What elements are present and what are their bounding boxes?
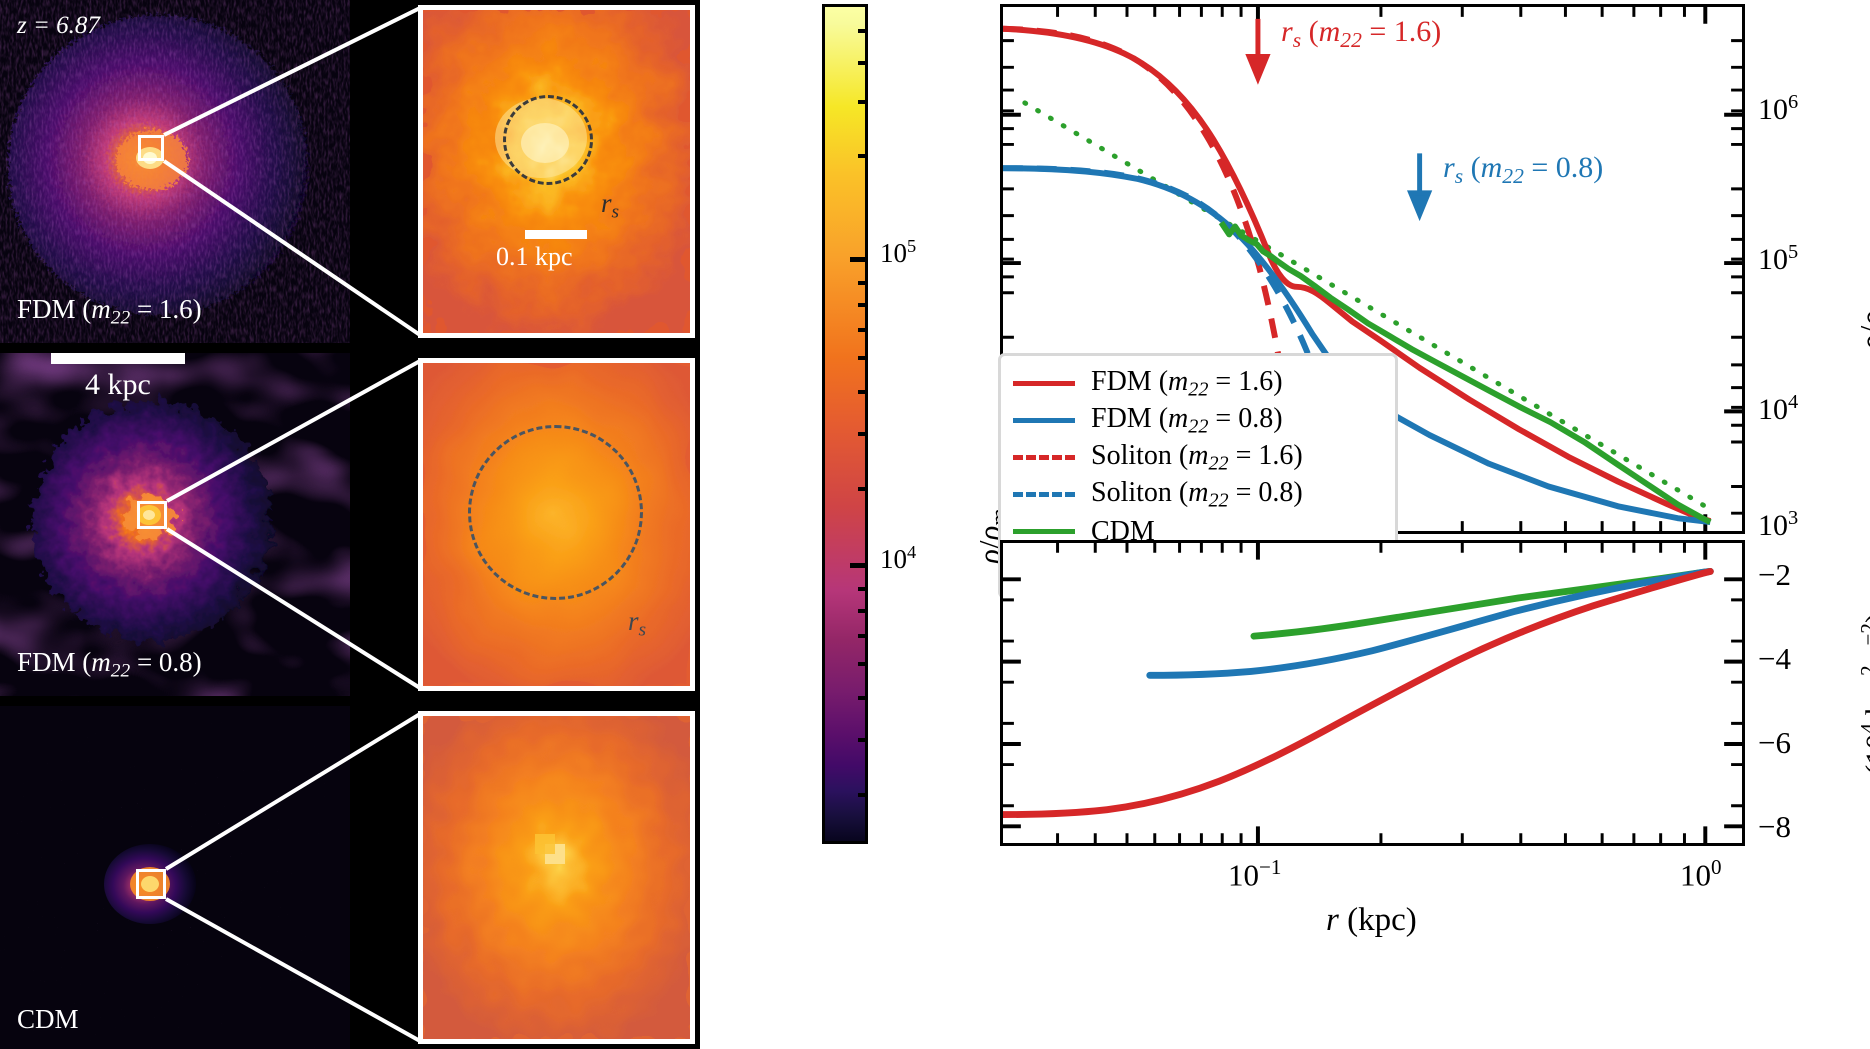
panel-fdm-08: FDM (m22 = 0.8) 4 kpc bbox=[0, 353, 700, 696]
legend-swatch-fdm-16 bbox=[1013, 381, 1075, 386]
colorbar-minor-tick bbox=[858, 281, 868, 285]
density-ytick-1e4: 104 bbox=[1758, 391, 1799, 426]
potential-ytick-m4: −4 bbox=[1758, 641, 1791, 676]
colorbar-minor-tick bbox=[858, 29, 868, 33]
colorbar-minor-tick bbox=[858, 328, 868, 332]
legend-item-fdm-16: FDM (m22 = 1.6) bbox=[1013, 365, 1381, 402]
legend-item-soliton-08: Soliton (m22 = 0.8) bbox=[1013, 476, 1381, 513]
colorbar-minor-tick bbox=[858, 154, 868, 158]
colorbar-minor-tick bbox=[858, 303, 868, 307]
potential-ytick-m6: −6 bbox=[1758, 725, 1791, 760]
series-phi-fdm-16 bbox=[1003, 568, 1714, 818]
legend-swatch-soliton-08 bbox=[1013, 492, 1075, 497]
rs-annotation-blue: rs (m22 = 0.8) bbox=[1443, 151, 1604, 189]
density-y-axis-title: ρ/ρm bbox=[1853, 292, 1870, 350]
map-cdm: CDM bbox=[0, 706, 350, 1049]
scalebar-main bbox=[51, 353, 185, 364]
y-major-ticks bbox=[1003, 112, 1742, 414]
panel-label-cdm: CDM bbox=[17, 1004, 79, 1035]
legend-label-soliton-16: Soliton (m22 = 1.6) bbox=[1091, 439, 1303, 475]
panel-label-fdm-16: FDM (m22 = 1.6) bbox=[17, 294, 202, 329]
zoom-selection-box bbox=[138, 135, 164, 161]
panel-cdm: CDM bbox=[0, 706, 700, 1049]
series-r-inverse bbox=[1022, 100, 1713, 512]
scalebar-zoom-label: 0.1 kpc bbox=[496, 242, 573, 271]
colorbar-tick-label-1e4: 104 bbox=[880, 542, 917, 574]
density-ytick-1e5: 105 bbox=[1758, 241, 1799, 276]
zoom-panel-fdm-16: rs 0.1 kpc bbox=[418, 5, 695, 338]
scalebar-zoom bbox=[525, 230, 587, 239]
potential-ytick-m2: −2 bbox=[1758, 557, 1791, 592]
zoom-selection-box bbox=[136, 869, 166, 899]
colorbar-major-tick bbox=[850, 563, 868, 568]
y-major-ticks bbox=[1003, 577, 1742, 829]
legend-label-fdm-08: FDM (m22 = 0.8) bbox=[1091, 402, 1283, 438]
legend-label-fdm-16: FDM (m22 = 1.6) bbox=[1091, 365, 1283, 401]
colorbar-minor-tick bbox=[858, 738, 868, 742]
colorbar-minor-tick bbox=[858, 662, 868, 666]
image-column: z = 6.87 FDM (m22 = 1.6) bbox=[0, 0, 700, 1049]
panel-label-text: FDM (m22 = 0.8) bbox=[17, 646, 202, 681]
legend-swatch-cdm bbox=[1013, 529, 1075, 534]
rs-label-zoom-fdm-16: rs bbox=[601, 188, 620, 223]
legend-item-fdm-08: FDM (m22 = 0.8) bbox=[1013, 402, 1381, 439]
potential-ytick-m8: −8 bbox=[1758, 809, 1791, 844]
colorbar-gradient bbox=[822, 4, 868, 844]
legend-item-soliton-16: Soliton (m22 = 1.6) bbox=[1013, 439, 1381, 476]
colorbar-major-tick bbox=[850, 257, 868, 262]
x-axis-title: r (kpc) bbox=[1326, 902, 1417, 938]
colorbar-minor-tick bbox=[858, 696, 868, 700]
zoom-panel-cdm bbox=[418, 711, 695, 1044]
zoom-selection-box bbox=[137, 501, 167, 529]
soliton-radius-circle bbox=[468, 425, 643, 600]
density-ytick-1e3: 103 bbox=[1758, 507, 1799, 542]
soliton-radius-circle bbox=[503, 95, 593, 185]
potential-plot-canvas bbox=[1003, 543, 1742, 843]
colorbar-minor-tick bbox=[858, 793, 868, 797]
colorbar-minor-tick bbox=[858, 356, 868, 360]
rs-arrow-blue-marker bbox=[1406, 153, 1433, 222]
series-cdm bbox=[1218, 220, 1712, 525]
x-minor-ticks bbox=[1056, 543, 1686, 843]
rs-label-zoom-fdm-08: rs bbox=[628, 606, 647, 641]
panel-label-text: CDM bbox=[17, 1004, 79, 1034]
scalebar-main-label: 4 kpc bbox=[85, 368, 151, 401]
panel-label-text: FDM (m22 = 1.6) bbox=[17, 293, 202, 328]
colorbar-minor-tick bbox=[858, 609, 868, 613]
rs-annotation-red: rs (m22 = 1.6) bbox=[1281, 15, 1442, 53]
map-fdm-16: z = 6.87 FDM (m22 = 1.6) bbox=[0, 0, 350, 343]
colorbar-minor-tick bbox=[858, 487, 868, 491]
density-ytick-1e6: 106 bbox=[1758, 91, 1799, 126]
rs-arrow-red-marker bbox=[1245, 18, 1271, 85]
colorbar-tick-label-1e5: 105 bbox=[880, 236, 917, 268]
x-major-ticks bbox=[1255, 543, 1708, 843]
colorbar-minor-tick bbox=[858, 61, 868, 65]
series-phi-cdm bbox=[1250, 568, 1714, 640]
legend-swatch-fdm-08 bbox=[1013, 418, 1075, 423]
potential-plot-axes bbox=[1000, 540, 1745, 846]
colorbar-minor-tick bbox=[858, 390, 868, 394]
colorbar-minor-tick bbox=[858, 634, 868, 638]
legend-swatch-soliton-16 bbox=[1013, 455, 1075, 460]
panel-fdm-16: z = 6.87 FDM (m22 = 1.6) bbox=[0, 0, 700, 343]
colorbar-minor-tick bbox=[858, 432, 868, 436]
x-tick-label-1e-1: 10−1 bbox=[1228, 855, 1282, 893]
series-phi-fdm-08 bbox=[1146, 568, 1714, 679]
y-minor-ticks bbox=[1003, 598, 1742, 808]
colorbar-minor-tick bbox=[858, 100, 868, 104]
potential-y-axis-title: φ (104 km2 s−2) bbox=[1856, 613, 1870, 800]
x-tick-label-1e0: 100 bbox=[1680, 855, 1722, 893]
panel-label-fdm-08: FDM (m22 = 0.8) bbox=[17, 647, 202, 682]
colorbar-minor-tick bbox=[858, 587, 868, 591]
series-fdm-08 bbox=[1003, 165, 1711, 526]
zoom-panel-fdm-08: rs bbox=[418, 358, 695, 691]
series-fdm-16 bbox=[1003, 25, 1712, 524]
map-fdm-08: FDM (m22 = 0.8) 4 kpc bbox=[0, 353, 350, 696]
redshift-label: z = 6.87 bbox=[17, 12, 100, 39]
density-plot-axes: rs (m22 = 1.6) rs (m22 = 0.8) FDM (m22 =… bbox=[998, 4, 1745, 599]
colorbar: 105 104 ρ/ρm bbox=[822, 4, 1011, 844]
density-plot-canvas bbox=[1003, 7, 1742, 531]
legend-label-soliton-08: Soliton (m22 = 0.8) bbox=[1091, 476, 1303, 512]
